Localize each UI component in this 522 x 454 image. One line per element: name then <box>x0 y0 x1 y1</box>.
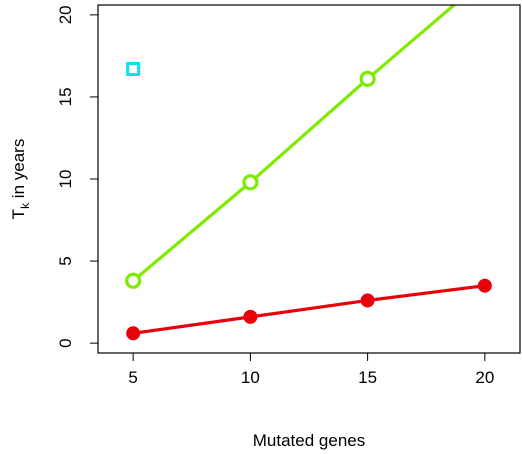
data-point <box>359 70 376 87</box>
x-axis-title: Mutated genes <box>253 431 365 450</box>
series-1 <box>125 5 457 289</box>
series-layer <box>125 5 492 341</box>
data-point <box>360 293 375 308</box>
y-axis-title: Tk in years <box>9 139 32 220</box>
data-point <box>477 278 492 293</box>
plot-frame <box>97 4 521 354</box>
y-tick-label: 5 <box>56 256 75 265</box>
data-point <box>243 309 258 324</box>
data-point <box>126 62 141 77</box>
y-tick-label: 15 <box>56 87 75 106</box>
y-axis-title-suffix: in years <box>9 139 28 203</box>
series-line <box>132 284 486 335</box>
x-tick-label: 15 <box>358 368 377 387</box>
x-tick-label: 5 <box>128 368 137 387</box>
data-point <box>242 174 259 191</box>
y-tick-label: 10 <box>56 170 75 189</box>
x-tick-label: 20 <box>475 368 494 387</box>
y-tick-label: 20 <box>56 5 75 24</box>
series-line <box>132 5 457 282</box>
y-tick-label: 0 <box>56 338 75 347</box>
y-axis-title-subscript: k <box>18 202 32 209</box>
data-point <box>126 326 141 341</box>
axes: 5 10 15 20 0 5 10 15 20 <box>56 5 494 387</box>
series-2 <box>126 278 492 341</box>
series-3 <box>126 62 141 77</box>
y-axis-title-main: T <box>9 209 28 219</box>
data-point <box>125 272 142 289</box>
x-tick-label: 10 <box>241 368 260 387</box>
